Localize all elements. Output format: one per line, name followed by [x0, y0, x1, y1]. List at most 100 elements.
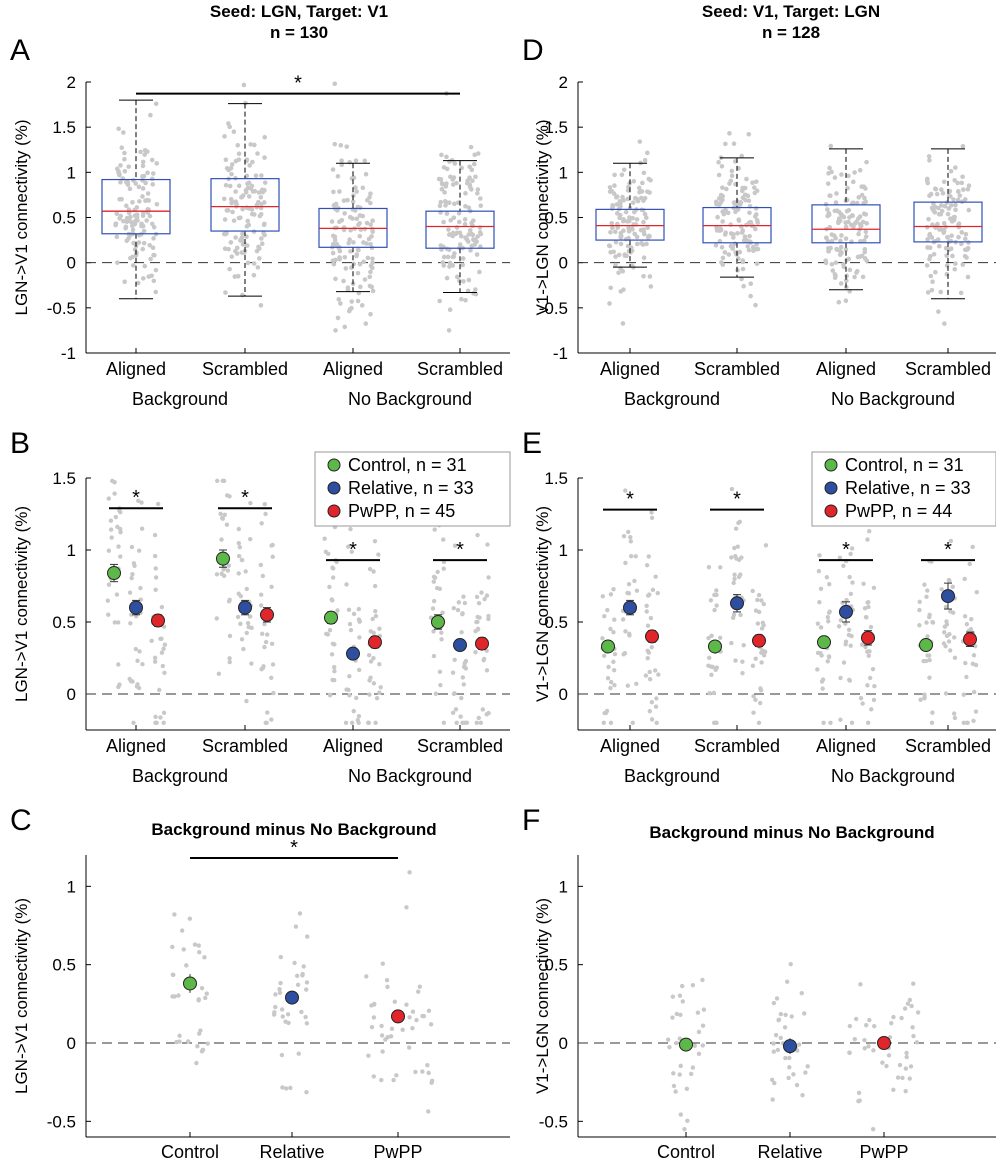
data-point: [265, 710, 270, 715]
mean-marker: [431, 615, 445, 629]
data-point: [911, 1033, 916, 1039]
data-point: [330, 677, 335, 683]
data-point: [220, 516, 226, 521]
data-point: [630, 226, 635, 232]
data-point: [962, 614, 968, 619]
data-point: [778, 1035, 783, 1041]
data-point: [153, 575, 159, 580]
legend-marker: [824, 481, 838, 495]
data-point: [867, 649, 872, 654]
data-point: [236, 526, 241, 532]
data-point: [149, 157, 155, 163]
y-tick-label: -0.5: [539, 299, 568, 318]
data-point: [337, 248, 343, 254]
data-point: [611, 667, 617, 673]
data-point: [719, 164, 725, 169]
data-point: [759, 660, 764, 665]
data-point: [605, 675, 611, 681]
data-point: [743, 197, 748, 203]
data-point: [838, 675, 843, 681]
data-point: [608, 626, 613, 632]
data-point: [843, 621, 848, 626]
data-point: [918, 697, 923, 702]
data-point: [467, 164, 472, 170]
data-point: [684, 1086, 690, 1092]
data-point: [295, 982, 301, 987]
data-point: [259, 241, 265, 246]
data-point: [926, 154, 932, 159]
data-point: [752, 185, 757, 190]
data-point: [259, 236, 264, 241]
data-point: [843, 224, 849, 230]
x-tick-label: Aligned: [600, 736, 660, 756]
mean-marker: [730, 596, 744, 611]
data-point: [608, 229, 613, 235]
data-point: [437, 669, 443, 674]
data-point: [126, 236, 131, 241]
data-point: [364, 220, 370, 226]
data-point: [369, 226, 375, 232]
data-point: [613, 239, 619, 245]
data-point: [926, 216, 931, 222]
data-point: [236, 553, 242, 559]
data-point: [484, 668, 490, 673]
y-tick-label: 0.5: [52, 209, 76, 228]
data-point: [608, 592, 614, 597]
data-point: [946, 639, 952, 644]
data-point: [907, 997, 913, 1003]
data-point: [605, 607, 610, 613]
data-point: [742, 185, 748, 191]
data-point: [630, 200, 636, 205]
data-point: [825, 181, 831, 186]
data-point: [850, 580, 855, 585]
data-point: [484, 712, 489, 717]
data-point: [333, 276, 338, 282]
data-point: [327, 693, 333, 698]
data-point: [261, 188, 267, 193]
data-point: [439, 181, 445, 186]
data-point: [943, 691, 949, 696]
data-point: [827, 165, 832, 171]
data-point: [963, 236, 968, 242]
data-point: [454, 720, 459, 725]
data-point: [849, 633, 854, 639]
data-point: [735, 230, 740, 236]
data-point: [150, 245, 156, 251]
mean-marker: [839, 604, 853, 619]
data-point: [144, 218, 149, 223]
data-point: [818, 625, 824, 630]
data-point: [368, 222, 373, 227]
data-point: [237, 545, 243, 550]
data-point: [644, 603, 649, 609]
legend-label: Control, n = 31: [348, 455, 467, 475]
data-point: [127, 186, 133, 192]
data-point: [416, 989, 421, 994]
data-point: [775, 1047, 781, 1053]
y-tick-label: 2: [67, 73, 76, 92]
data-point: [952, 715, 958, 721]
data-point: [258, 592, 264, 597]
significance-star: *: [132, 487, 140, 509]
data-point: [244, 173, 250, 179]
data-point: [269, 675, 274, 680]
data-point: [222, 134, 227, 139]
data-point: [950, 584, 955, 590]
data-point: [223, 157, 229, 163]
data-point: [438, 243, 444, 248]
data-point: [625, 243, 631, 249]
data-point: [346, 544, 351, 549]
x-tick-label: Scrambled: [694, 359, 780, 379]
x-tick-label: PwPP: [859, 1142, 908, 1162]
mean-marker: [783, 1039, 797, 1054]
box: [595, 208, 665, 241]
mean-marker: [183, 976, 197, 991]
data-point: [673, 1089, 678, 1094]
data-point: [649, 700, 655, 705]
data-point: [751, 694, 756, 699]
data-point: [136, 240, 142, 245]
data-point: [436, 176, 442, 182]
data-point: [407, 1015, 412, 1020]
panel-letter: E: [522, 427, 542, 460]
data-point: [720, 219, 725, 224]
data-point: [270, 554, 275, 559]
